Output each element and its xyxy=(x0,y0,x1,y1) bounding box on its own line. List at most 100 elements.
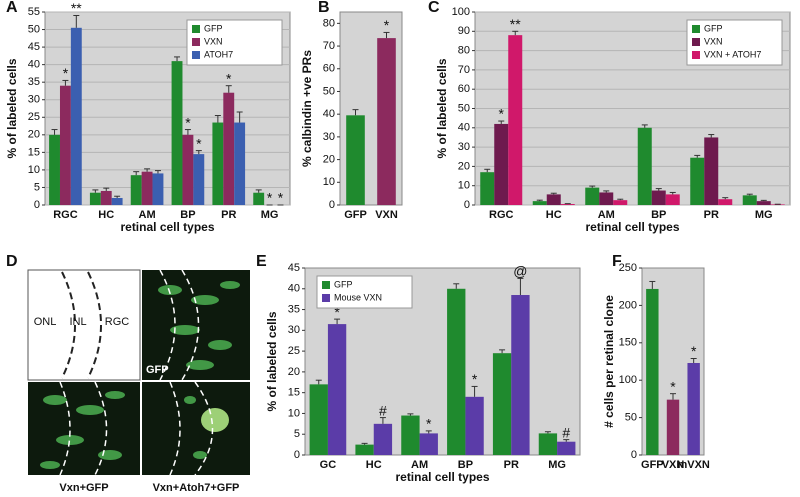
legend-label: ATOH7 xyxy=(204,49,233,59)
y-tick-label: 40 xyxy=(323,108,335,120)
micrograph xyxy=(142,382,250,475)
legend xyxy=(686,19,783,66)
bar xyxy=(346,115,365,205)
bar xyxy=(401,415,420,455)
legend-swatch xyxy=(692,38,700,46)
legend xyxy=(316,275,413,309)
y-tick-label: 30 xyxy=(288,324,300,336)
y-tick-label: 0 xyxy=(294,449,300,461)
bar xyxy=(613,200,628,205)
x-tick-label: AM xyxy=(411,459,428,471)
y-tick-label: 90 xyxy=(458,25,470,37)
y-tick-label: 5 xyxy=(34,181,40,193)
bar xyxy=(494,123,509,205)
bar xyxy=(756,201,771,205)
bar xyxy=(182,134,194,205)
annotation: # xyxy=(562,424,570,440)
y-tick-label: 45 xyxy=(28,41,40,53)
bar xyxy=(480,172,495,205)
schematic xyxy=(27,269,141,381)
annotation: * xyxy=(472,371,478,387)
layer-label: RGC xyxy=(105,316,130,328)
y-tick-label: 80 xyxy=(323,17,335,29)
legend-label: VXN xyxy=(204,36,223,46)
y-tick-label: 200 xyxy=(619,299,637,311)
image-caption: GFP xyxy=(146,364,169,376)
x-tick-label: RGC xyxy=(489,209,514,221)
layer-label: ONL xyxy=(34,316,57,328)
bar xyxy=(666,399,680,455)
panel-label: B xyxy=(318,0,330,16)
panel-label: D xyxy=(6,253,18,270)
y-tick-label: 50 xyxy=(323,85,335,97)
y-tick-label: 80 xyxy=(458,45,470,57)
bar xyxy=(111,197,123,205)
annotation: * xyxy=(267,190,273,206)
y-tick-label: 70 xyxy=(458,64,470,76)
panel-label: E xyxy=(256,253,267,270)
bar xyxy=(419,433,438,455)
x-axis-label: retinal cell types xyxy=(585,220,679,234)
y-axis-label: % of labeled cells xyxy=(265,311,279,411)
bar xyxy=(212,122,224,205)
bar xyxy=(557,441,576,455)
bar xyxy=(253,192,265,205)
y-tick-label: 100 xyxy=(619,374,637,386)
layer-label: INL xyxy=(69,316,86,328)
image-caption: Vxn+GFP xyxy=(59,482,108,494)
bar xyxy=(141,171,153,205)
y-tick-label: 40 xyxy=(458,122,470,134)
x-tick-label: BP xyxy=(180,209,195,221)
legend-swatch xyxy=(692,25,700,33)
bar xyxy=(637,127,652,205)
panel-label: C xyxy=(428,0,440,16)
y-tick-label: 25 xyxy=(28,111,40,123)
annotation: * xyxy=(691,343,697,359)
y-tick-label: 25 xyxy=(288,345,300,357)
panel-label: F xyxy=(612,253,622,270)
legend-label: Mouse VXN xyxy=(334,292,382,302)
x-tick-label: PR xyxy=(504,459,519,471)
bar xyxy=(309,384,328,455)
y-tick-label: 20 xyxy=(28,129,40,141)
bar xyxy=(327,324,347,455)
x-tick-label: HC xyxy=(98,209,114,221)
bar xyxy=(193,154,205,205)
y-tick-label: 50 xyxy=(28,23,40,35)
bar xyxy=(130,175,142,205)
legend-swatch xyxy=(192,51,200,59)
y-tick-label: 10 xyxy=(323,176,335,188)
bar xyxy=(152,173,164,205)
legend-label: VXN + ATOH7 xyxy=(704,49,761,59)
bar xyxy=(100,190,112,205)
x-tick-label: VXN xyxy=(375,209,398,221)
x-tick-label: BP xyxy=(651,209,666,221)
y-tick-label: 35 xyxy=(288,303,300,315)
bar xyxy=(646,288,659,455)
annotation: * xyxy=(499,106,505,122)
y-tick-label: 35 xyxy=(28,76,40,88)
annotation: # xyxy=(379,402,387,418)
bar xyxy=(718,199,733,205)
annotation: * xyxy=(670,378,676,394)
bar xyxy=(355,444,374,455)
y-axis-label: % calbindin +ve PRs xyxy=(300,50,314,167)
bar xyxy=(687,362,700,455)
y-axis-label: % of labeled cells xyxy=(435,58,449,158)
y-tick-label: 30 xyxy=(458,141,470,153)
x-tick-label: HC xyxy=(366,459,382,471)
x-tick-label: BP xyxy=(458,459,473,471)
y-tick-label: 15 xyxy=(288,387,300,399)
legend-swatch xyxy=(192,38,200,46)
x-tick-label: GC xyxy=(320,459,337,471)
y-axis-label: # cells per retinal clone xyxy=(602,295,616,428)
annotation: * xyxy=(278,190,284,206)
x-axis-label: retinal cell types xyxy=(120,220,214,234)
x-tick-label: PR xyxy=(221,209,236,221)
x-tick-label: HC xyxy=(546,209,562,221)
x-tick-label: RGC xyxy=(53,209,78,221)
annotation: * xyxy=(226,70,232,86)
annotation: * xyxy=(426,416,432,432)
x-tick-label: GFP xyxy=(641,459,664,471)
legend xyxy=(186,19,283,66)
